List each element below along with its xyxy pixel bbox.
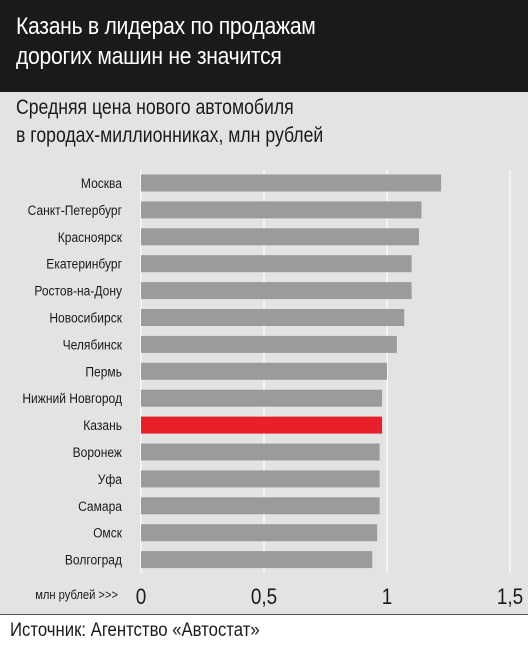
category-label-0: Москва [81, 175, 123, 191]
category-label-11: Уфа [98, 471, 123, 487]
bar-10 [141, 443, 380, 461]
category-label-1: Санкт-Петербург [28, 202, 123, 218]
bar-9 [141, 416, 383, 434]
bar-11 [141, 470, 380, 488]
bar-8 [141, 389, 383, 407]
bar-2 [141, 228, 419, 246]
x-tick-label-1: 0,5 [251, 585, 277, 610]
bar-4 [141, 282, 412, 300]
bar-5 [141, 309, 405, 326]
category-label-13: Омск [93, 525, 122, 541]
x-axis-title: млн рублей >>> [35, 587, 118, 602]
category-label-9: Казань [83, 417, 122, 433]
category-label-7: Пермь [85, 363, 122, 379]
bar-3 [141, 255, 412, 273]
bar-14 [141, 551, 373, 569]
category-label-14: Волгоград [65, 552, 122, 568]
header: Казань в лидерах по продажам дорогих маш… [0, 0, 528, 92]
bar-7 [141, 362, 387, 380]
bar-0 [141, 174, 442, 192]
chart-subtitle: Средняя цена нового автомобиля в городах… [16, 96, 324, 147]
chart-panel: Средняя цена нового автомобиля в городах… [0, 92, 528, 614]
bar-12 [141, 497, 380, 515]
category-label-3: Екатеринбург [46, 256, 122, 272]
x-tick-label-3: 1,5 [497, 585, 523, 610]
category-label-2: Красноярск [58, 229, 122, 245]
chart-title: Казань в лидерах по продажам дорогих маш… [16, 13, 316, 70]
footer: Источник: Агентство «Автостат» [0, 614, 528, 645]
category-label-5: Новосибирск [49, 310, 122, 326]
bar-6 [141, 335, 397, 353]
x-tick-label-2: 1 [382, 585, 393, 610]
bar-13 [141, 524, 378, 542]
category-label-8: Нижний Новгород [22, 390, 122, 406]
category-label-4: Ростов-на-Дону [34, 283, 122, 299]
category-label-6: Челябинск [63, 337, 123, 353]
category-label-10: Воронеж [73, 444, 123, 460]
category-label-12: Самара [78, 498, 123, 514]
source-note: Источник: Агентство «Автостат» [10, 620, 260, 641]
bar-1 [141, 201, 422, 219]
bar-chart: Москва Санкт-Петербург Красноярск Екатеринб… [22, 170, 523, 610]
x-tick-label-0: 0 [136, 585, 147, 610]
